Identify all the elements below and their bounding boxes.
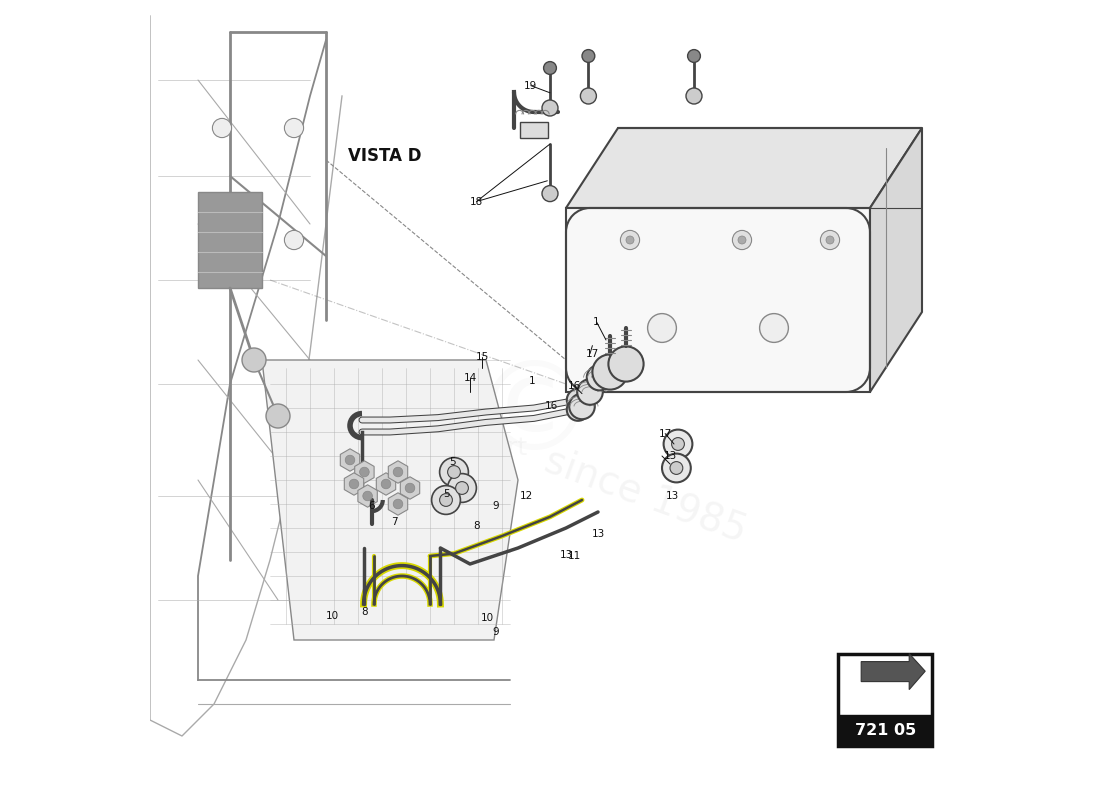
Text: 5: 5 [442, 490, 449, 499]
FancyBboxPatch shape [838, 715, 933, 746]
Circle shape [448, 466, 461, 478]
Circle shape [733, 230, 751, 250]
Text: 19: 19 [525, 81, 538, 90]
Text: 6: 6 [368, 501, 375, 510]
Polygon shape [520, 122, 549, 138]
Circle shape [285, 230, 304, 250]
Circle shape [672, 438, 684, 450]
Circle shape [448, 474, 476, 502]
Text: 18: 18 [470, 197, 483, 206]
Circle shape [542, 186, 558, 202]
Circle shape [648, 314, 676, 342]
Text: 721 05: 721 05 [855, 723, 916, 738]
Circle shape [686, 88, 702, 104]
Text: 13: 13 [560, 550, 573, 560]
Circle shape [608, 346, 644, 382]
Polygon shape [262, 360, 518, 640]
Circle shape [662, 454, 691, 482]
Text: 10: 10 [481, 613, 494, 622]
Circle shape [760, 314, 789, 342]
Circle shape [543, 62, 557, 74]
Circle shape [688, 50, 701, 62]
Circle shape [393, 499, 403, 509]
Circle shape [738, 236, 746, 244]
Polygon shape [400, 477, 420, 499]
Text: 8: 8 [473, 521, 480, 530]
Circle shape [393, 467, 403, 477]
Polygon shape [388, 461, 408, 483]
Circle shape [431, 486, 461, 514]
Circle shape [593, 354, 628, 390]
Text: ©: © [472, 355, 596, 477]
Circle shape [440, 494, 452, 506]
Text: part: part [476, 436, 528, 460]
Circle shape [626, 236, 634, 244]
Polygon shape [354, 461, 374, 483]
Text: 5: 5 [449, 458, 455, 467]
Circle shape [542, 100, 558, 116]
Polygon shape [358, 485, 377, 507]
Text: 17: 17 [659, 429, 672, 438]
Circle shape [569, 394, 595, 419]
Polygon shape [870, 128, 922, 392]
Circle shape [285, 118, 304, 138]
Circle shape [266, 404, 290, 428]
Text: 13: 13 [663, 451, 676, 461]
Polygon shape [344, 473, 364, 495]
Text: 14: 14 [463, 373, 476, 382]
Text: 17: 17 [586, 349, 600, 358]
Polygon shape [861, 654, 925, 690]
Circle shape [242, 348, 266, 372]
Circle shape [586, 365, 613, 390]
Polygon shape [340, 449, 360, 471]
Circle shape [670, 462, 683, 474]
Circle shape [440, 458, 469, 486]
Text: 1: 1 [529, 376, 536, 386]
Text: 10: 10 [326, 611, 339, 621]
Text: VISTA D: VISTA D [349, 147, 422, 165]
Circle shape [212, 118, 232, 138]
Text: 11: 11 [568, 551, 581, 561]
Circle shape [663, 430, 692, 458]
Circle shape [363, 491, 373, 501]
Circle shape [349, 479, 359, 489]
Text: 13: 13 [592, 529, 605, 538]
Circle shape [212, 230, 232, 250]
Text: 13: 13 [666, 491, 679, 501]
Text: 1: 1 [593, 317, 600, 326]
Circle shape [360, 467, 370, 477]
Text: 9: 9 [493, 627, 499, 637]
Text: since 1985: since 1985 [540, 442, 752, 550]
Polygon shape [198, 192, 262, 288]
Circle shape [345, 455, 355, 465]
Text: 15: 15 [475, 352, 488, 362]
Circle shape [826, 236, 834, 244]
Circle shape [582, 50, 595, 62]
Circle shape [581, 88, 596, 104]
Circle shape [455, 482, 469, 494]
Text: 16: 16 [544, 402, 558, 411]
Circle shape [566, 398, 590, 421]
Circle shape [620, 230, 639, 250]
Circle shape [566, 389, 590, 411]
Text: 12: 12 [519, 491, 532, 501]
Circle shape [405, 483, 415, 493]
Text: 7: 7 [390, 517, 397, 526]
Text: 9: 9 [493, 501, 499, 510]
Polygon shape [376, 473, 396, 495]
Polygon shape [566, 128, 922, 208]
Text: a: a [444, 418, 463, 446]
Polygon shape [566, 208, 870, 392]
Polygon shape [388, 493, 408, 515]
Circle shape [382, 479, 390, 489]
Circle shape [821, 230, 839, 250]
Text: 16: 16 [568, 381, 581, 390]
Circle shape [578, 379, 603, 405]
FancyBboxPatch shape [838, 654, 933, 746]
Text: 8: 8 [361, 607, 367, 617]
